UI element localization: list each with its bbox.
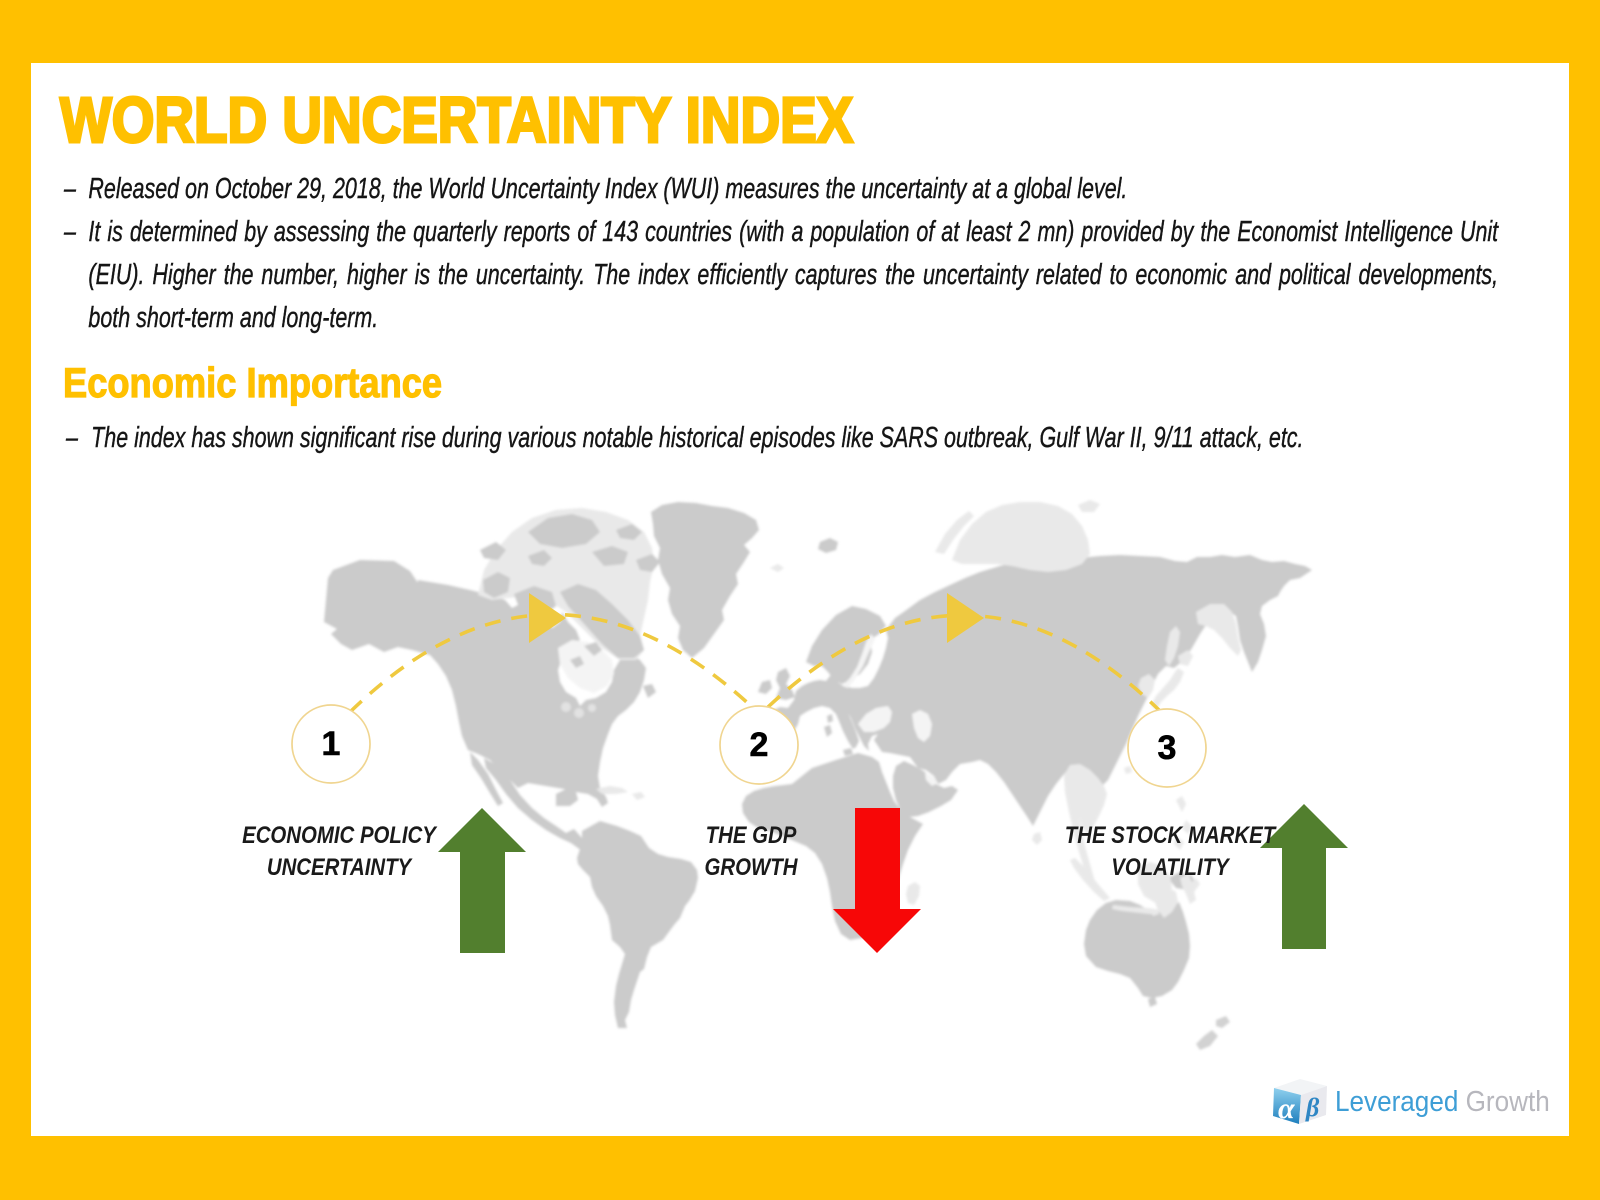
svg-text:α: α: [1278, 1092, 1295, 1125]
svg-text:β: β: [1305, 1093, 1320, 1122]
